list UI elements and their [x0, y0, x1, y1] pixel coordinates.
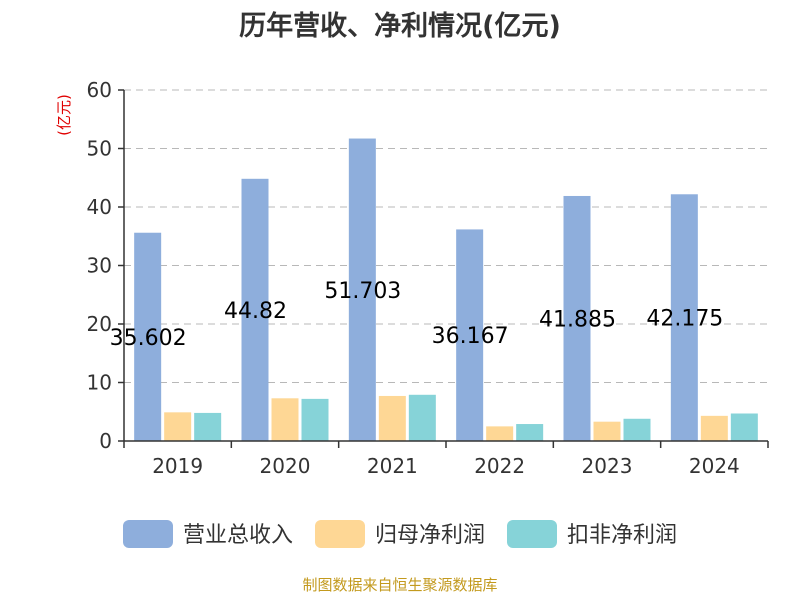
legend-swatch: [315, 520, 365, 548]
bar: [670, 194, 698, 441]
bar: [730, 413, 758, 441]
legend: 营业总收入 归母净利润 扣非净利润: [123, 520, 677, 548]
data-label: 35.602: [110, 326, 187, 351]
bar: [348, 138, 376, 441]
x-tick-label: 2024: [689, 454, 740, 478]
data-label: 51.703: [324, 279, 401, 304]
bar: [486, 426, 514, 441]
bar: [700, 415, 728, 441]
y-tick-label: 40: [87, 195, 112, 219]
bar: [563, 195, 591, 441]
bars: [134, 138, 758, 442]
data-label: 42.175: [646, 307, 723, 332]
bar: [623, 418, 651, 441]
bar: [516, 424, 544, 441]
bar: [271, 398, 299, 441]
data-label: 44.82: [224, 299, 287, 324]
legend-label: 扣非净利润: [567, 523, 677, 548]
legend-swatch: [123, 520, 173, 548]
data-label: 36.167: [432, 324, 509, 349]
y-tick-label: 10: [87, 371, 112, 395]
bar: [194, 412, 222, 441]
y-tick-label: 30: [87, 254, 112, 278]
legend-swatch: [507, 520, 557, 548]
y-tick-label: 0: [99, 429, 112, 453]
x-tick-label: 2021: [367, 454, 418, 478]
y-axis-unit-label: (亿元): [55, 94, 73, 136]
x-tick-label: 2023: [582, 454, 633, 478]
y-tick-label: 50: [87, 137, 112, 161]
bar: [408, 394, 436, 441]
bar: [456, 229, 484, 441]
data-labels: 35.602 44.82 51.703 36.167 41.885 42.175: [110, 279, 724, 351]
y-tick-label: 20: [87, 312, 112, 336]
bar: [134, 232, 162, 441]
bar: [301, 398, 329, 441]
x-tick-label: 2019: [152, 454, 203, 478]
y-tick-label: 60: [87, 78, 112, 102]
data-label: 41.885: [539, 307, 616, 332]
bar: [378, 395, 406, 441]
legend-label: 营业总收入: [183, 523, 293, 548]
legend-label: 归母净利润: [375, 523, 485, 548]
chart-title: 历年营收、净利情况(亿元): [239, 10, 561, 42]
data-source-note: 制图数据来自恒生聚源数据库: [302, 576, 497, 594]
x-tick-label: 2022: [474, 454, 525, 478]
bar: [593, 421, 621, 441]
bar: [164, 412, 192, 441]
x-tick-label: 2020: [260, 454, 311, 478]
axes: 0 10 20 30 40 50 60 2019 2020 2021 2022 2023 2024: [87, 78, 769, 478]
bar: [241, 178, 269, 442]
